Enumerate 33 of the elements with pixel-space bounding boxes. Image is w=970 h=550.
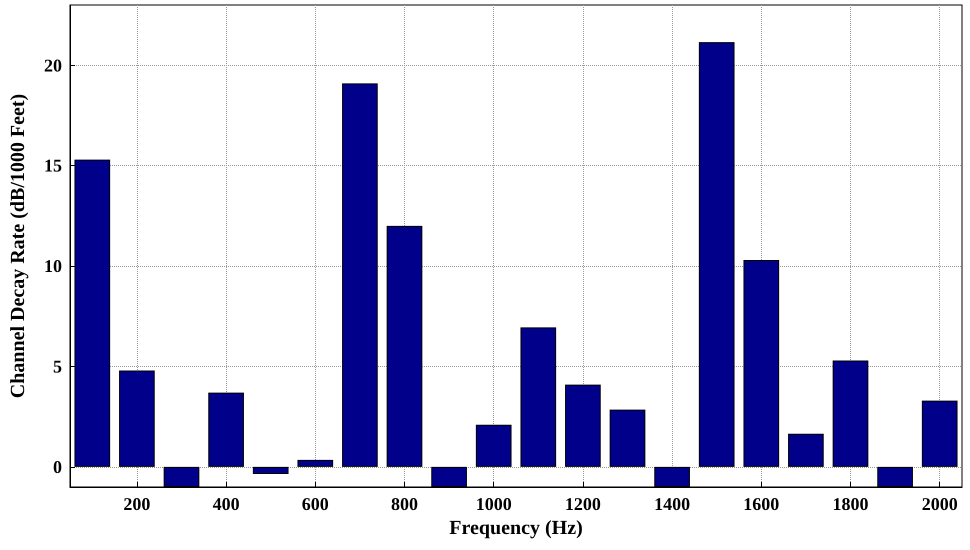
bar: [520, 327, 556, 467]
x-tick-label: 200: [123, 494, 150, 514]
y-tick-label: 0: [53, 456, 62, 477]
x-tick-label: 2000: [922, 494, 958, 514]
x-tick-label: 1800: [832, 494, 868, 514]
x-tick-label: 1600: [743, 494, 780, 514]
bar: [610, 410, 646, 467]
bar: [297, 460, 334, 467]
x-tick-label: 400: [212, 494, 240, 514]
bar: [342, 83, 378, 467]
bar: [832, 360, 868, 467]
x-tick-label: 1200: [564, 494, 601, 514]
bar: [74, 160, 110, 467]
bar: [565, 384, 601, 467]
bar: [119, 370, 155, 467]
bar: [386, 226, 422, 467]
bar: [208, 392, 244, 467]
bar: [252, 466, 289, 474]
bar: [922, 400, 958, 467]
x-tick-label: 1000: [476, 494, 512, 514]
bar: [476, 424, 512, 467]
x-tick-label: 1400: [654, 494, 690, 514]
y-tick-label: 15: [44, 156, 62, 176]
y-tick-label: 20: [44, 55, 62, 76]
y-tick-label: 5: [53, 356, 62, 376]
bar: [743, 260, 780, 467]
bar: [788, 434, 824, 467]
x-axis-title: Frequency (Hz): [449, 516, 583, 539]
y-tick-label: 10: [44, 256, 62, 276]
bar: [698, 42, 735, 467]
x-tick-label: 600: [302, 494, 329, 514]
x-tick-label: 800: [391, 494, 418, 514]
y-axis-title: Channel Decay Rate (dB/1000 Feet): [7, 94, 29, 398]
